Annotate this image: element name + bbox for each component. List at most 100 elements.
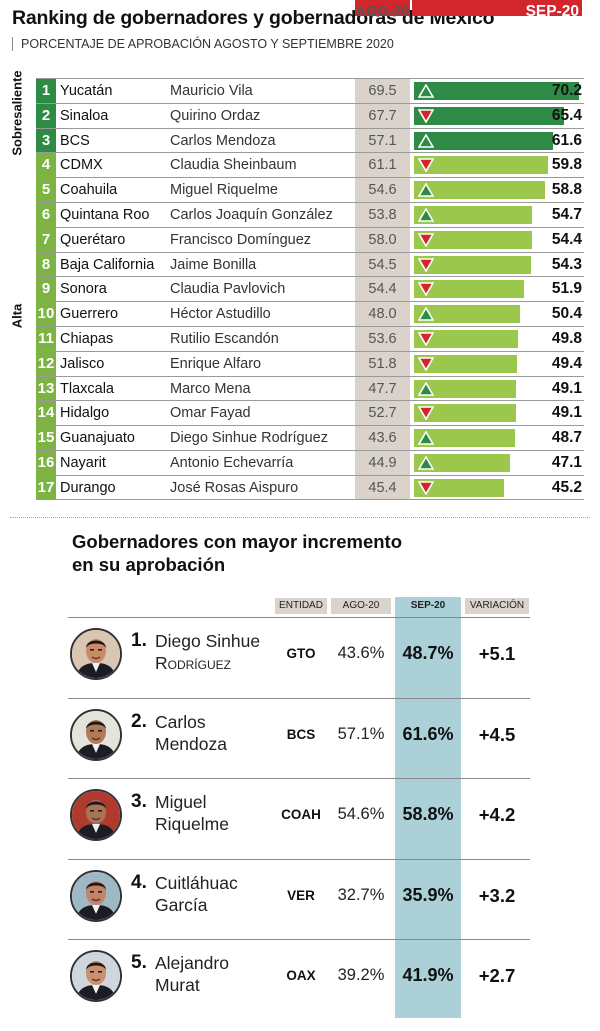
sep-bar: [414, 181, 545, 200]
sep-bar: [414, 379, 516, 398]
increment-rank: 5.: [131, 952, 147, 973]
governor-name: Antonio Echevarría: [170, 455, 294, 471]
ago-value: 43.6: [368, 430, 397, 447]
increment-row: 4. Cuitláhuac García VER 32.7% 35.9% +3.2: [68, 858, 530, 940]
trend-down-icon: [418, 158, 434, 173]
sep-bar: [414, 82, 579, 100]
state-name: Yucatán: [60, 83, 113, 99]
trend-down-icon: [418, 108, 434, 123]
sep-value: 49.1: [551, 379, 582, 397]
sep-percent: 48.7%: [402, 643, 454, 663]
header-entidad: ENTIDAD: [275, 598, 327, 614]
governor-name: Claudia Pavlovich: [170, 281, 286, 298]
ranking-row: 5 Coahuila Miguel Riquelme 54.6 58.8: [36, 177, 584, 203]
sep-value: 59.8: [551, 156, 582, 174]
governor-name: Rutilio Escandón: [170, 331, 279, 347]
sep-bar: [414, 478, 504, 497]
ago-value: 45.4: [368, 479, 397, 496]
state-name: Nayarit: [60, 455, 106, 471]
governor-photo: [70, 628, 122, 680]
sep-value: 54.3: [551, 255, 582, 273]
governor-name-line1: Alejandro: [155, 953, 229, 973]
rank-number: 5: [36, 178, 56, 203]
state-name: Hidalgo: [60, 405, 110, 422]
sep-value: 48.7: [551, 429, 582, 447]
rank-number: 15: [36, 426, 56, 451]
trend-up-icon: [418, 84, 434, 98]
increment-row: 2. Carlos Mendoza BCS 57.1% 61.6% +4.5: [68, 697, 530, 779]
ranking-row: 8 Baja California Jaime Bonilla 54.5 54.3: [36, 251, 584, 277]
sep-value: 49.1: [551, 404, 582, 422]
entidad-value: COAH: [281, 807, 321, 822]
rank-number: 14: [36, 401, 56, 426]
increment-title-line1: Gobernadores con mayor incremento: [72, 531, 403, 552]
ago-value: 69.5: [368, 83, 397, 99]
increment-governor-name: Miguel Riquelme: [155, 791, 229, 835]
increment-governor-name: Carlos Mendoza: [155, 711, 227, 755]
governor-name: Marco Mena: [170, 380, 251, 397]
sep-bar: [414, 454, 510, 472]
governor-name-line1: Miguel: [155, 792, 207, 812]
rank-number: 17: [36, 475, 56, 500]
governor-name: José Rosas Aispuro: [170, 479, 299, 496]
variacion-value: +4.5: [478, 723, 516, 745]
rank-number: 12: [36, 351, 56, 376]
ranking-row: 17 Durango José Rosas Aispuro 45.4 45.2: [36, 474, 584, 500]
ago-value: 58.0: [368, 231, 397, 248]
trend-down-icon: [418, 356, 434, 371]
governor-photo: [70, 869, 122, 922]
portrait-icon: [72, 952, 120, 1000]
page-subtitle: PORCENTAJE DE APROBACIÓN AGOSTO Y SEPTIE…: [12, 37, 394, 51]
governor-name: Francisco Domínguez: [170, 231, 312, 248]
rank-number: 3: [36, 128, 56, 153]
sep-percent: 35.9%: [402, 884, 454, 905]
rank-number: 16: [36, 451, 56, 475]
governor-name-line2: Rodríguez: [155, 653, 231, 673]
ranking-row: 14 Hidalgo Omar Fayad 52.7 49.1: [36, 400, 584, 426]
governor-name: Héctor Astudillo: [170, 306, 271, 323]
sep-bar: [414, 255, 531, 274]
ranking-row: 10 Guerrero Héctor Astudillo 48.0 50.4: [36, 301, 584, 327]
sep-bar: [414, 156, 548, 175]
trend-down-icon: [418, 232, 434, 247]
rank-number: 7: [36, 227, 56, 252]
trend-down-icon: [418, 406, 434, 421]
trend-up-icon: [418, 133, 434, 148]
sep-bar: [414, 330, 518, 348]
trend-up-icon: [418, 208, 434, 222]
increment-rank: 2.: [131, 710, 147, 732]
ago-value: 53.6: [368, 331, 397, 347]
portrait-icon: [72, 630, 120, 678]
header-variacion: VARIACIÓN: [465, 598, 529, 614]
header-ago: AGO-20: [331, 598, 391, 614]
variacion-value: +5.1: [478, 643, 516, 664]
ago-value: 54.4: [368, 281, 397, 298]
governor-name: Carlos Mendoza: [170, 132, 276, 149]
sep-value: 54.7: [551, 206, 582, 223]
rank-number: 2: [36, 103, 56, 128]
increment-governor-name: Alejandro Murat: [155, 952, 229, 996]
governor-photo: [70, 950, 122, 1002]
state-name: Durango: [60, 479, 116, 496]
sep-percent: 61.6%: [402, 723, 454, 744]
ranking-row: 2 Sinaloa Quirino Ordaz 67.7 65.4: [36, 102, 584, 128]
trend-up-icon: [418, 431, 434, 445]
ago-value: 54.5: [368, 256, 397, 273]
sep-bar: [414, 206, 532, 224]
sep-value: 65.4: [551, 106, 582, 124]
entidad-value: OAX: [286, 968, 316, 983]
ranking-row: 12 Jalisco Enrique Alfaro 51.8 49.4: [36, 350, 584, 376]
sep-value: 49.8: [551, 330, 582, 347]
ago-percent: 39.2%: [337, 966, 385, 984]
trend-down-icon: [418, 480, 434, 495]
ago-value: 52.7: [368, 405, 397, 422]
increment-rank: 4.: [131, 871, 147, 893]
governor-name-line2: García: [155, 894, 208, 915]
governor-name: Claudia Sheinbaum: [170, 157, 297, 174]
state-name: CDMX: [60, 157, 103, 174]
increment-row: 3. Miguel Riquelme COAH 54.6% 58.8% +4.2: [68, 778, 530, 859]
governor-name: Enrique Alfaro: [170, 355, 262, 372]
state-name: Coahuila: [60, 182, 118, 199]
governor-name: Carlos Joaquín González: [170, 207, 333, 223]
state-name: Chiapas: [60, 331, 114, 347]
